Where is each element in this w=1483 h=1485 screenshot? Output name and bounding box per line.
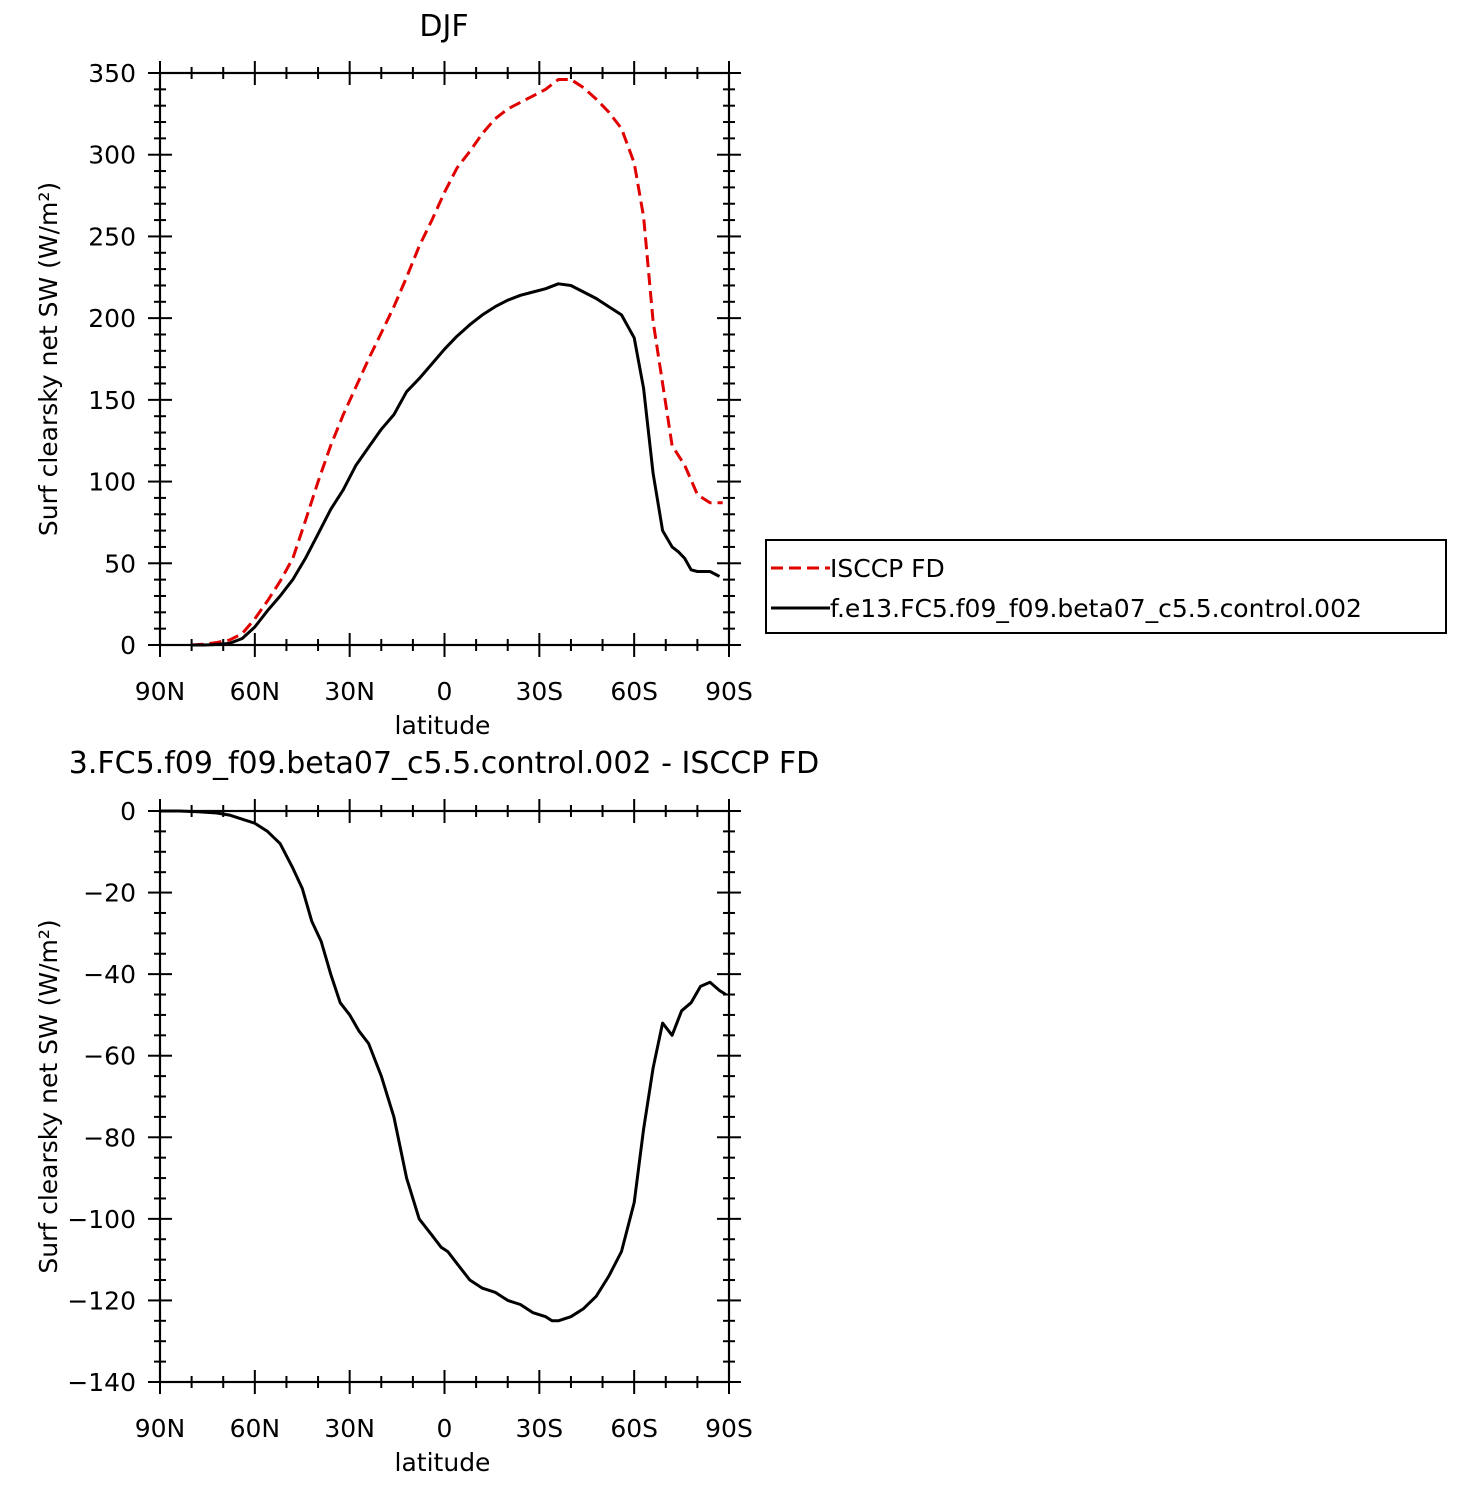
plot-frame bbox=[158, 71, 731, 647]
y-tick-label: 250 bbox=[88, 222, 136, 251]
chart-title: DJF bbox=[419, 9, 468, 44]
y-tick-label: 100 bbox=[88, 468, 136, 497]
x-tick-label: 90N bbox=[135, 677, 186, 706]
legend: ISCCP FD f.e13.FC5.f09_f09.beta07_c5.5.co… bbox=[765, 539, 1447, 634]
x-tick-label: 30S bbox=[515, 1414, 563, 1443]
plot-frame bbox=[158, 809, 731, 1384]
y-axis-label: Surf clearsky net SW (W/m²) bbox=[34, 182, 63, 536]
x-tick-label: 90N bbox=[135, 1414, 186, 1443]
isccp-fd-series-line bbox=[191, 78, 723, 647]
y-axis-label: Surf clearsky net SW (W/m²) bbox=[34, 919, 63, 1273]
x-tick-label: 30N bbox=[324, 1414, 375, 1443]
y-tick-label: −140 bbox=[67, 1368, 136, 1397]
y-tick-label: 200 bbox=[88, 304, 136, 333]
x-axis-label: latitude bbox=[395, 1448, 491, 1477]
chart-title: 3.FC5.f09_f09.beta07_c5.5.control.002 - … bbox=[69, 746, 819, 781]
x-tick-label: 90S bbox=[705, 1414, 753, 1443]
legend-box bbox=[765, 539, 1447, 634]
model-series-line bbox=[191, 282, 721, 647]
y-tick-label: 0 bbox=[120, 631, 136, 660]
y-tick-label: −100 bbox=[67, 1205, 136, 1234]
y-tick-label: 50 bbox=[104, 549, 136, 578]
difference-series-line bbox=[160, 809, 727, 1323]
y-tick-label: 150 bbox=[88, 386, 136, 415]
x-tick-label: 0 bbox=[437, 677, 453, 706]
x-axis-label: latitude bbox=[395, 711, 491, 740]
x-tick-label: 30S bbox=[515, 677, 563, 706]
x-tick-label: 60N bbox=[230, 1414, 281, 1443]
y-tick-label: −60 bbox=[83, 1042, 136, 1071]
legend-label: f.e13.FC5.f09_f09.beta07_c5.5.control.00… bbox=[830, 594, 1362, 623]
x-tick-label: 90S bbox=[705, 677, 753, 706]
x-tick-label: 60N bbox=[230, 677, 281, 706]
y-tick-label: −80 bbox=[83, 1123, 136, 1152]
y-tick-label: −120 bbox=[67, 1286, 136, 1315]
y-tick-label: 300 bbox=[88, 141, 136, 170]
x-tick-label: 0 bbox=[437, 1414, 453, 1443]
legend-label: ISCCP FD bbox=[830, 554, 945, 583]
y-tick-label: −20 bbox=[83, 879, 136, 908]
tick-marks bbox=[148, 799, 741, 1394]
djf-panel: 90N 60N 30N 0 30S 60S 90S 0 50 100 150 200 250 300 350… bbox=[34, 9, 1447, 740]
x-tick-label: 60S bbox=[610, 1414, 658, 1443]
y-tick-label: 350 bbox=[88, 59, 136, 88]
difference-panel: 90N 60N 30N 0 30S 60S 90S 0 −20 −40 −60 −80 −100 −120… bbox=[34, 746, 819, 1477]
x-tick-label: 60S bbox=[610, 677, 658, 706]
y-tick-label: 0 bbox=[120, 797, 136, 826]
x-tick-label: 30N bbox=[324, 677, 375, 706]
tick-marks bbox=[148, 61, 741, 657]
y-tick-label: −40 bbox=[83, 960, 136, 989]
